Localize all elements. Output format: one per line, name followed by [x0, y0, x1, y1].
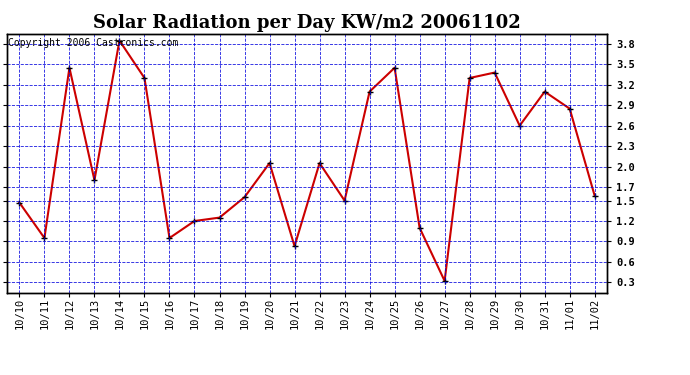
Title: Solar Radiation per Day KW/m2 20061102: Solar Radiation per Day KW/m2 20061102 [93, 14, 521, 32]
Text: Copyright 2006 Castronics.com: Copyright 2006 Castronics.com [8, 38, 179, 48]
